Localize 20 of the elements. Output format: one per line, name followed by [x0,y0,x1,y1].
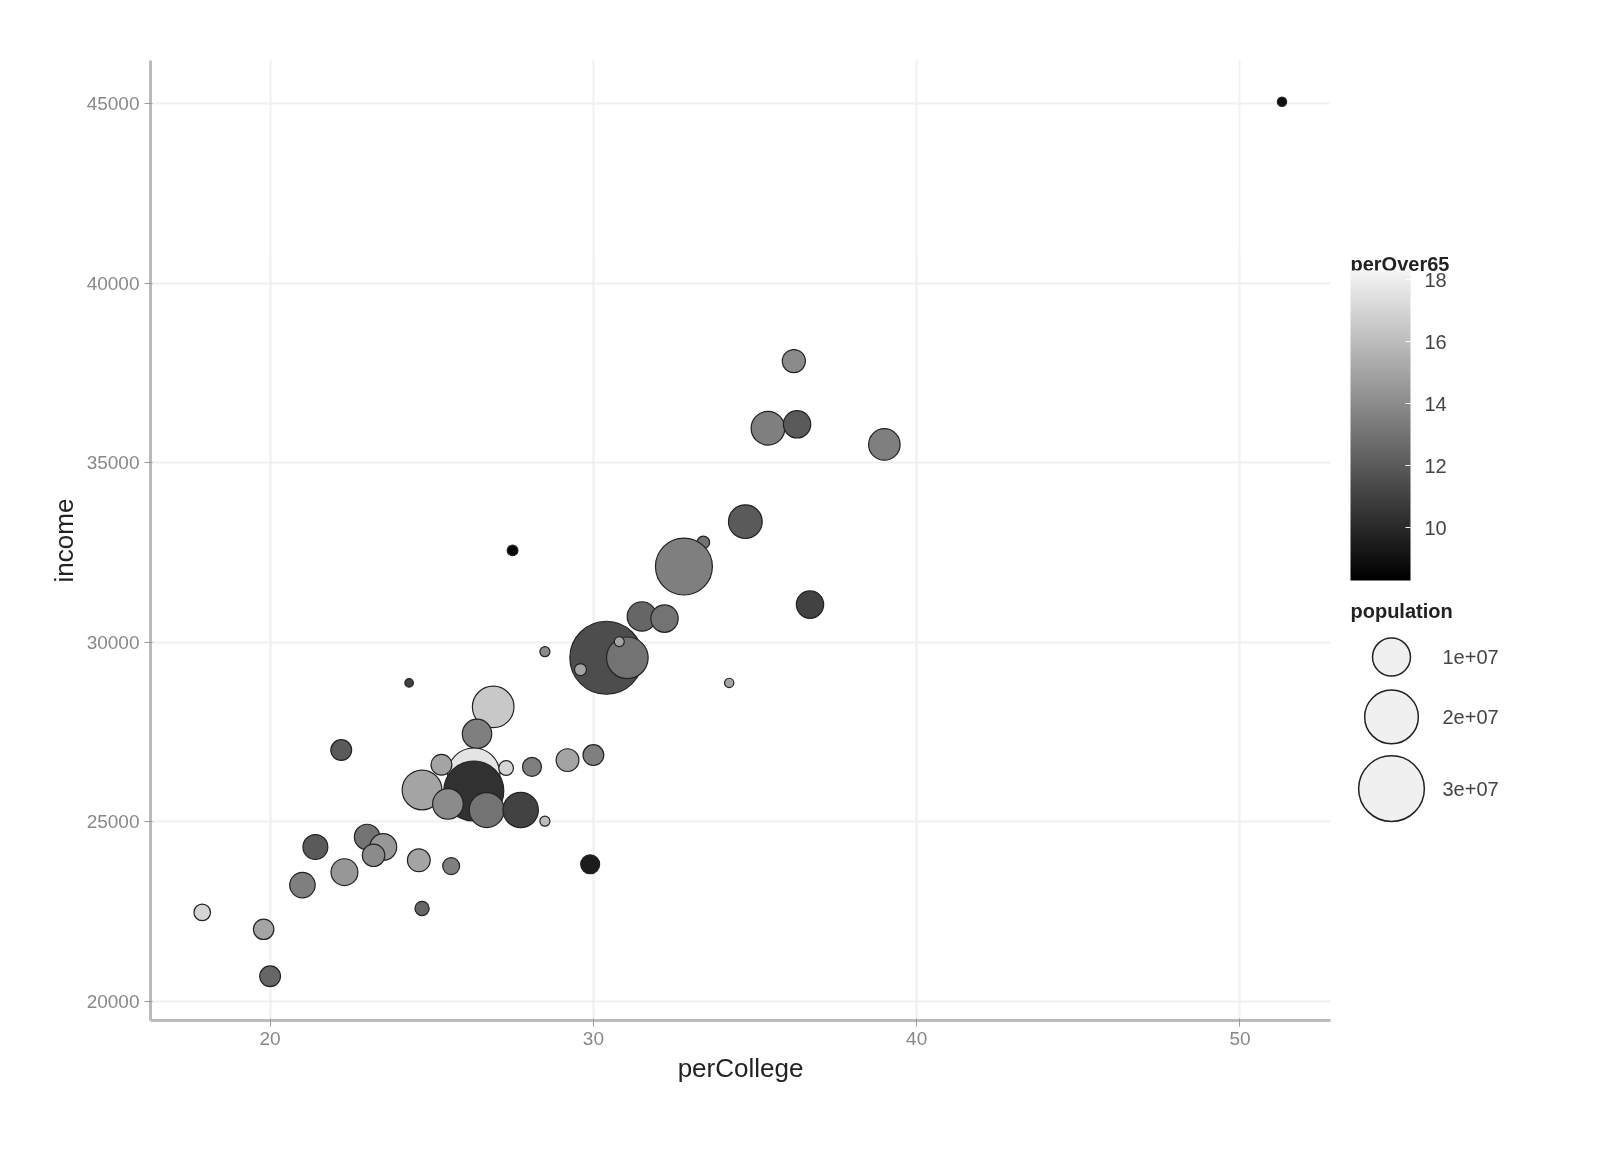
legend-label: 1e+07 [1442,646,1499,669]
legend-title: population [1350,599,1453,622]
y-tick-label: 20000 [86,990,140,1012]
y-tick-label: 25000 [86,811,140,833]
y-tick-label: 45000 [86,93,140,115]
y-tick-label: 35000 [86,452,140,474]
legend-label: 2e+07 [1442,705,1499,728]
legend-label: 3e+07 [1442,777,1499,800]
x-axis-title: perCollege [677,1052,804,1083]
x-tick-label: 40 [906,1027,928,1049]
x-tick-label: 50 [1229,1027,1251,1049]
color-bar-label: 14 [1424,392,1447,415]
y-tick-label: 40000 [86,272,140,294]
color-bar-label: 12 [1424,454,1447,477]
y-axis-title: income [48,498,79,583]
y-tick-label: 30000 [86,631,140,653]
color-bar-label: 16 [1424,330,1447,353]
x-tick-label: 30 [582,1027,604,1049]
x-tick-label: 20 [259,1027,281,1049]
color-bar-label: 10 [1424,516,1447,539]
